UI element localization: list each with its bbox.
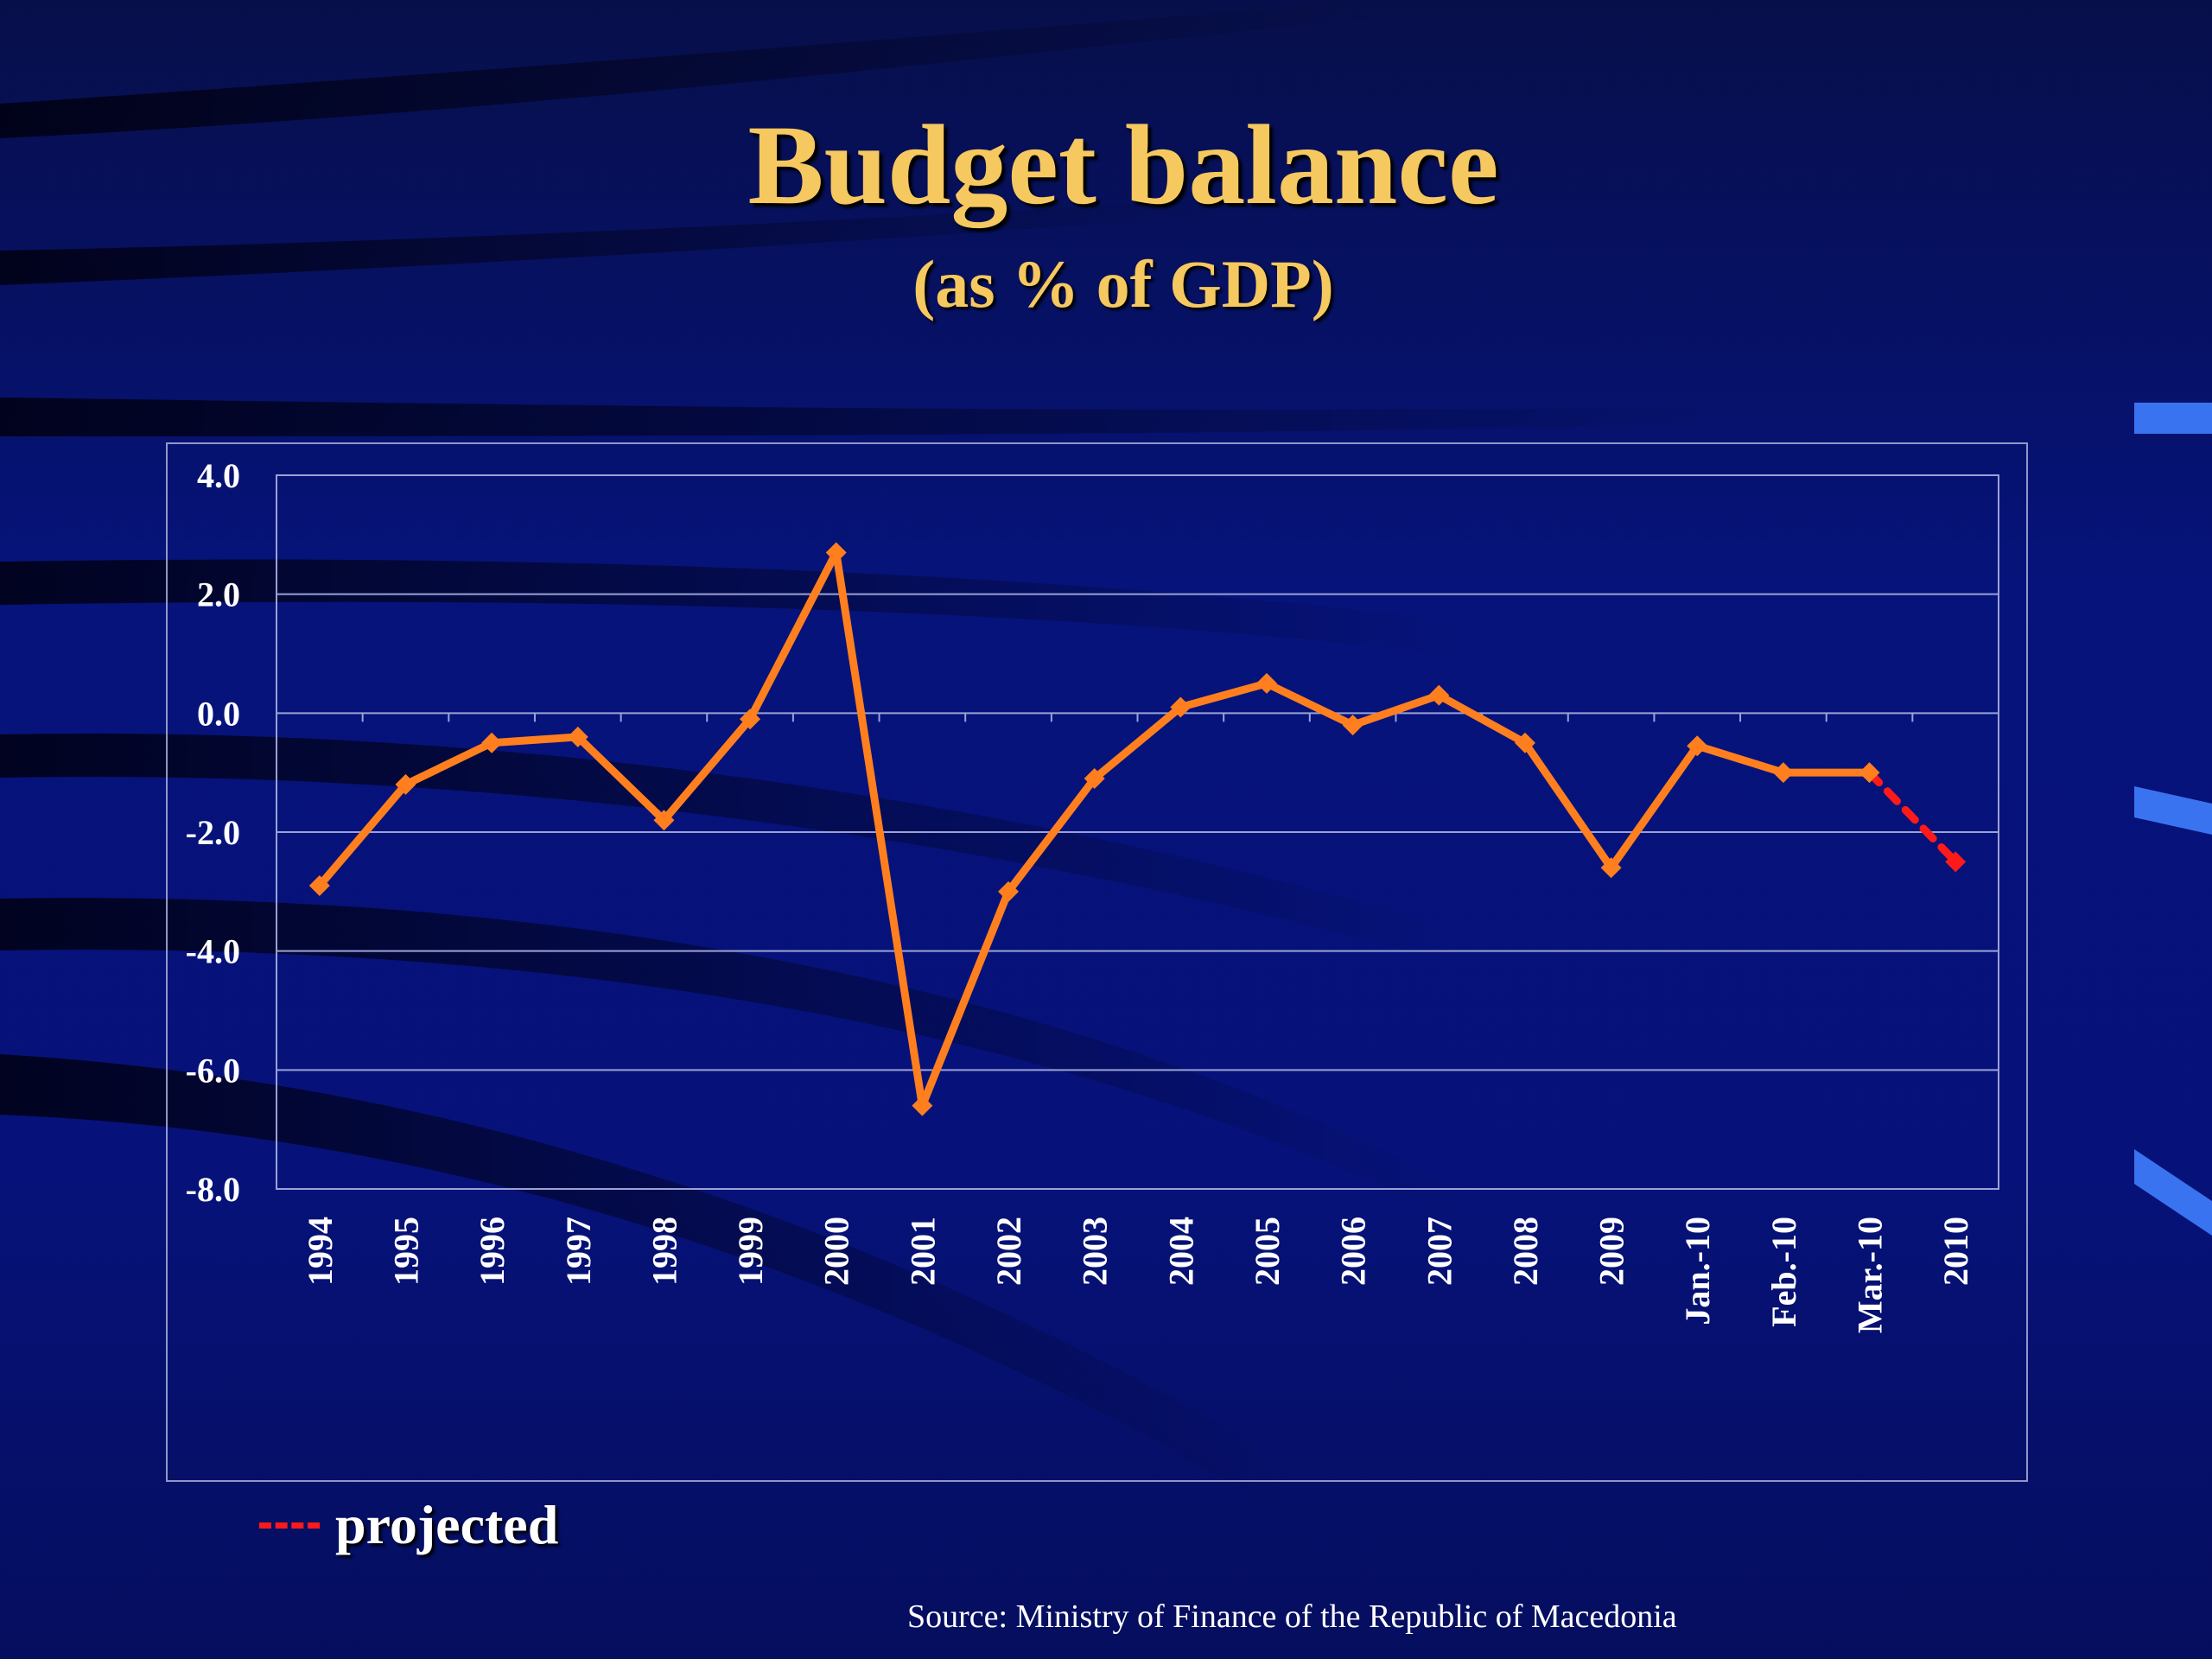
data-point <box>1687 735 1708 757</box>
data-point <box>740 709 761 730</box>
x-tick-label: Feb.-10 <box>1764 1217 1803 1327</box>
data-point <box>308 874 330 896</box>
data-point <box>567 726 588 747</box>
data-point <box>1600 857 1622 879</box>
data-point <box>653 810 675 831</box>
data-point <box>825 542 847 563</box>
actual-series-line <box>315 548 1874 1110</box>
data-point <box>998 880 1020 902</box>
x-tick-label: 1999 <box>731 1217 770 1286</box>
x-tick-label: 1994 <box>301 1217 340 1286</box>
data-point <box>1084 768 1105 790</box>
x-tick-label: Jan.-10 <box>1678 1217 1717 1325</box>
y-tick-label: 0.0 <box>197 694 240 733</box>
data-point <box>912 1095 933 1116</box>
y-tick-label: 2.0 <box>197 575 240 614</box>
legend-projected-label: projected <box>335 1494 559 1555</box>
x-tick-label: Mar.-10 <box>1851 1217 1890 1333</box>
x-tick-label: 2008 <box>1506 1217 1545 1286</box>
source-note: Source: Ministry of Finance of the Repub… <box>907 1599 1677 1635</box>
data-point <box>1342 715 1363 736</box>
chart-frame <box>166 442 2028 1482</box>
x-tick-label: 1995 <box>386 1217 425 1286</box>
data-point <box>481 732 503 753</box>
x-tick-label: 1996 <box>473 1217 512 1286</box>
data-point <box>1170 696 1192 718</box>
projected-series-line <box>1866 768 1960 866</box>
slide-subtitle: (as % of GDP) <box>912 246 1334 321</box>
x-tick-label: 2005 <box>1248 1217 1287 1286</box>
x-tick-label: 2004 <box>1161 1217 1200 1286</box>
x-tick-label: 2001 <box>903 1217 942 1286</box>
y-tick-label: -8.0 <box>186 1170 240 1209</box>
data-point <box>1859 762 1880 784</box>
data-point <box>1772 762 1794 784</box>
legend-projected-swatch <box>259 1522 320 1529</box>
x-tick-label: 2000 <box>817 1217 856 1286</box>
y-tick-label: -6.0 <box>186 1051 240 1090</box>
x-tick-label: 2006 <box>1334 1217 1373 1286</box>
y-tick-label: -4.0 <box>186 932 240 971</box>
legend: projected <box>259 1495 558 1555</box>
x-tick-label: 2002 <box>989 1217 1028 1286</box>
data-point <box>1514 732 1535 753</box>
data-point <box>395 773 416 795</box>
x-tick-label: 2007 <box>1420 1217 1459 1286</box>
x-tick-label: 1997 <box>559 1217 598 1286</box>
data-point <box>1428 684 1450 706</box>
x-tick-label: 2010 <box>1936 1217 1975 1286</box>
y-tick-label: -2.0 <box>186 813 240 852</box>
x-tick-label: 2003 <box>1076 1217 1115 1286</box>
x-tick-label: 2009 <box>1592 1217 1631 1286</box>
data-point <box>1255 672 1277 694</box>
projected-data-point <box>1945 851 1967 873</box>
y-tick-label: 4.0 <box>197 456 240 495</box>
slide-title: Budget balance <box>747 101 1499 228</box>
x-tick-label: 1998 <box>645 1217 683 1286</box>
